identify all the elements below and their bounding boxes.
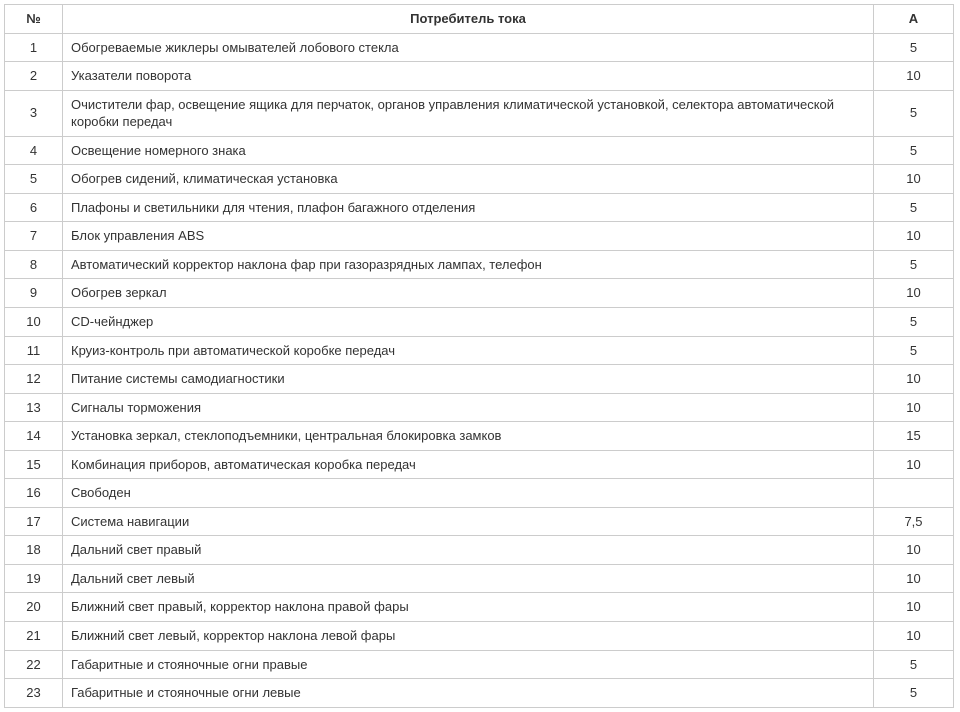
- cell-num: 20: [5, 593, 63, 622]
- cell-num: 18: [5, 536, 63, 565]
- cell-desc: Ближний свет правый, корректор наклона п…: [63, 593, 874, 622]
- cell-amp: [874, 479, 954, 508]
- cell-amp: 10: [874, 622, 954, 651]
- cell-num: 3: [5, 90, 63, 136]
- cell-desc: Габаритные и стояночные огни правые: [63, 650, 874, 679]
- table-row: 2Указатели поворота10: [5, 62, 954, 91]
- cell-amp: 10: [874, 62, 954, 91]
- cell-desc: Питание системы самодиагностики: [63, 365, 874, 394]
- cell-amp: 5: [874, 136, 954, 165]
- col-header-num: №: [5, 5, 63, 34]
- cell-desc: Обогрев зеркал: [63, 279, 874, 308]
- cell-desc: Свободен: [63, 479, 874, 508]
- cell-desc: Обогрев сидений, климатическая установка: [63, 165, 874, 194]
- cell-num: 13: [5, 393, 63, 422]
- cell-desc: Очистители фар, освещение ящика для перч…: [63, 90, 874, 136]
- table-row: 4Освещение номерного знака5: [5, 136, 954, 165]
- cell-desc: Система навигации: [63, 507, 874, 536]
- cell-num: 7: [5, 222, 63, 251]
- cell-num: 19: [5, 564, 63, 593]
- cell-amp: 7,5: [874, 507, 954, 536]
- cell-desc: Освещение номерного знака: [63, 136, 874, 165]
- cell-amp: 5: [874, 250, 954, 279]
- table-row: 8Автоматический корректор наклона фар пр…: [5, 250, 954, 279]
- cell-num: 22: [5, 650, 63, 679]
- cell-desc: Круиз-контроль при автоматической коробк…: [63, 336, 874, 365]
- col-header-desc: Потребитель тока: [63, 5, 874, 34]
- table-row: 10CD-чейнджер5: [5, 308, 954, 337]
- cell-desc: Обогреваемые жиклеры омывателей лобового…: [63, 33, 874, 62]
- table-row: 20Ближний свет правый, корректор наклона…: [5, 593, 954, 622]
- table-row: 11Круиз-контроль при автоматической коро…: [5, 336, 954, 365]
- table-row: 14Установка зеркал, стеклоподъемники, це…: [5, 422, 954, 451]
- cell-amp: 5: [874, 308, 954, 337]
- cell-amp: 5: [874, 90, 954, 136]
- cell-amp: 10: [874, 365, 954, 394]
- cell-desc: Комбинация приборов, автоматическая коро…: [63, 450, 874, 479]
- table-row: 16Свободен: [5, 479, 954, 508]
- cell-amp: 5: [874, 650, 954, 679]
- cell-amp: 10: [874, 165, 954, 194]
- cell-amp: 10: [874, 564, 954, 593]
- fuse-table: № Потребитель тока А 1Обогреваемые жикле…: [4, 4, 954, 708]
- cell-amp: 5: [874, 193, 954, 222]
- cell-amp: 10: [874, 593, 954, 622]
- cell-amp: 5: [874, 336, 954, 365]
- cell-desc: Автоматический корректор наклона фар при…: [63, 250, 874, 279]
- cell-num: 5: [5, 165, 63, 194]
- cell-num: 2: [5, 62, 63, 91]
- cell-num: 17: [5, 507, 63, 536]
- cell-desc: Установка зеркал, стеклоподъемники, цент…: [63, 422, 874, 451]
- table-row: 17Система навигации7,5: [5, 507, 954, 536]
- table-row: 13Сигналы торможения10: [5, 393, 954, 422]
- table-row: 23Габаритные и стояночные огни левые5: [5, 679, 954, 708]
- cell-num: 16: [5, 479, 63, 508]
- cell-num: 15: [5, 450, 63, 479]
- table-row: 18Дальний свет правый10: [5, 536, 954, 565]
- cell-desc: Указатели поворота: [63, 62, 874, 91]
- cell-desc: Сигналы торможения: [63, 393, 874, 422]
- cell-num: 6: [5, 193, 63, 222]
- table-row: 22Габаритные и стояночные огни правые5: [5, 650, 954, 679]
- cell-desc: Дальний свет правый: [63, 536, 874, 565]
- cell-num: 1: [5, 33, 63, 62]
- cell-num: 4: [5, 136, 63, 165]
- cell-desc: Ближний свет левый, корректор наклона ле…: [63, 622, 874, 651]
- cell-amp: 10: [874, 536, 954, 565]
- table-row: 15Комбинация приборов, автоматическая ко…: [5, 450, 954, 479]
- cell-amp: 10: [874, 222, 954, 251]
- cell-num: 14: [5, 422, 63, 451]
- table-row: 19Дальний свет левый10: [5, 564, 954, 593]
- col-header-amp: А: [874, 5, 954, 34]
- table-row: 1Обогреваемые жиклеры омывателей лобовог…: [5, 33, 954, 62]
- table-row: 6Плафоны и светильники для чтения, плафо…: [5, 193, 954, 222]
- table-row: 21Ближний свет левый, корректор наклона …: [5, 622, 954, 651]
- cell-amp: 10: [874, 393, 954, 422]
- cell-num: 12: [5, 365, 63, 394]
- cell-num: 8: [5, 250, 63, 279]
- cell-desc: CD-чейнджер: [63, 308, 874, 337]
- cell-desc: Дальний свет левый: [63, 564, 874, 593]
- cell-num: 21: [5, 622, 63, 651]
- cell-amp: 5: [874, 33, 954, 62]
- table-row: 5Обогрев сидений, климатическая установк…: [5, 165, 954, 194]
- cell-num: 10: [5, 308, 63, 337]
- cell-amp: 5: [874, 679, 954, 708]
- table-row: 9Обогрев зеркал10: [5, 279, 954, 308]
- cell-amp: 10: [874, 450, 954, 479]
- cell-num: 11: [5, 336, 63, 365]
- table-row: 12Питание системы самодиагностики10: [5, 365, 954, 394]
- cell-amp: 10: [874, 279, 954, 308]
- cell-desc: Плафоны и светильники для чтения, плафон…: [63, 193, 874, 222]
- cell-num: 9: [5, 279, 63, 308]
- cell-desc: Габаритные и стояночные огни левые: [63, 679, 874, 708]
- table-row: 7Блок управления ABS10: [5, 222, 954, 251]
- cell-desc: Блок управления ABS: [63, 222, 874, 251]
- cell-num: 23: [5, 679, 63, 708]
- cell-amp: 15: [874, 422, 954, 451]
- table-header-row: № Потребитель тока А: [5, 5, 954, 34]
- table-row: 3Очистители фар, освещение ящика для пер…: [5, 90, 954, 136]
